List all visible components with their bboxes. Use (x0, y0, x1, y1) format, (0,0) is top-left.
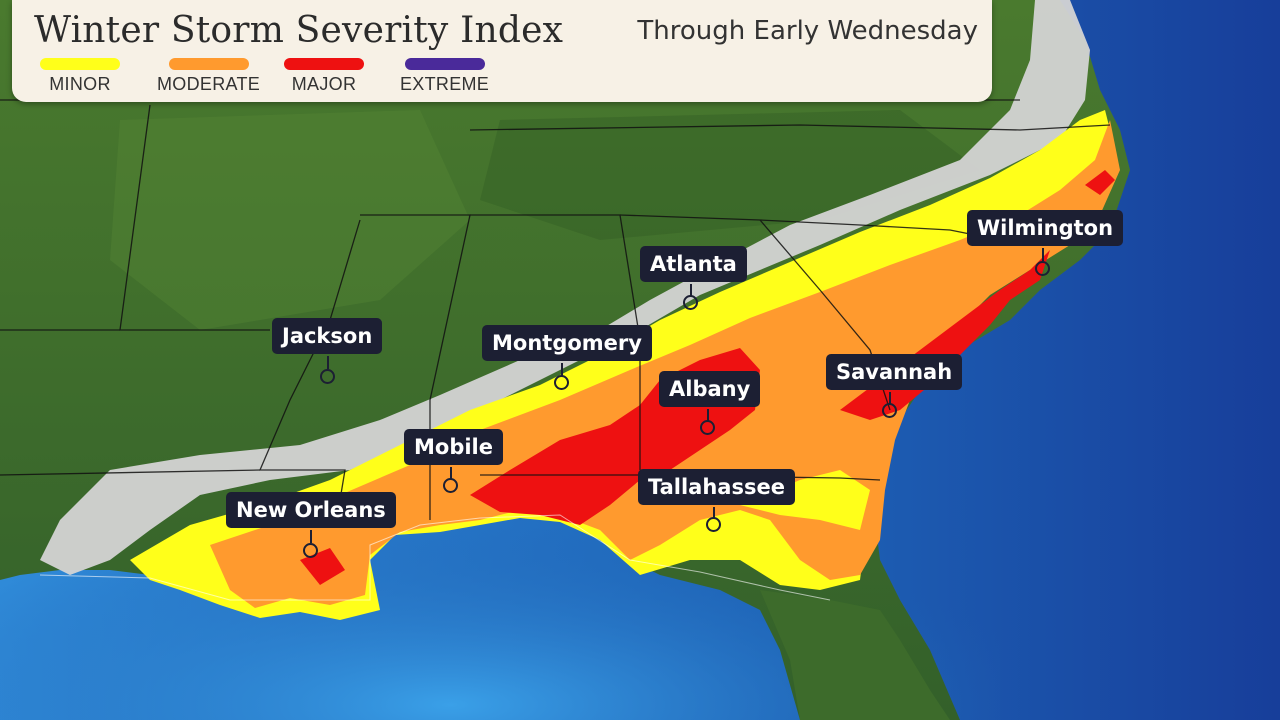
legend-label-minor: MINOR (49, 74, 111, 94)
city-marker-wilmington (1035, 261, 1050, 276)
city-stem-jackson (327, 356, 329, 369)
city-marker-montgomery (554, 375, 569, 390)
legend-label-moderate: MODERATE (157, 74, 261, 94)
header-panel: Winter Storm Severity Index Through Earl… (12, 0, 992, 102)
legend-label-extreme: EXTREME (400, 74, 490, 94)
city-marker-atlanta (683, 295, 698, 310)
city-label-atlanta: Atlanta (640, 246, 747, 282)
city-label-savannah: Savannah (826, 354, 963, 390)
legend-item-minor: MINOR (40, 58, 120, 95)
legend-item-moderate: MODERATE (157, 58, 260, 95)
city-marker-jackson (320, 369, 335, 384)
florida (760, 590, 950, 720)
legend-swatch-minor (40, 58, 120, 70)
coastline (39, 514, 831, 601)
map-subtitle: Through Early Wednesday (637, 16, 978, 46)
city-marker-albany (700, 420, 715, 435)
legend-swatch-moderate (168, 58, 249, 70)
city-stem-wilmington (1042, 248, 1044, 261)
city-marker-mobile (443, 478, 458, 493)
city-label-new-orleans: New Orleans (226, 492, 396, 528)
legend-item-major: MAJOR (284, 58, 364, 95)
city-label-albany: Albany (659, 371, 761, 407)
legend-item-extreme: EXTREME (400, 58, 489, 95)
map-title: Winter Storm Severity Index (34, 10, 564, 51)
city-label-jackson: Jackson (272, 318, 383, 354)
city-label-montgomery: Montgomery (482, 325, 652, 361)
city-stem-montgomery (561, 363, 563, 376)
major-area (1085, 170, 1115, 195)
city-stem-mobile (450, 467, 452, 479)
city-marker-tallahassee (706, 517, 721, 532)
city-label-wilmington: Wilmington (967, 210, 1124, 246)
city-label-mobile: Mobile (404, 429, 503, 465)
minor-area-inner (740, 470, 870, 530)
city-marker-new-orleans (303, 543, 318, 558)
moderate-area (210, 120, 1120, 608)
city-marker-savannah (882, 403, 897, 418)
snow-area (40, 0, 1090, 575)
city-stem-atlanta (690, 284, 692, 296)
legend-label-major: MAJOR (291, 74, 357, 94)
legend-swatch-extreme (404, 58, 485, 70)
land-texture (110, 110, 470, 330)
city-stem-tallahassee (713, 507, 715, 518)
city-stem-new-orleans (310, 530, 312, 543)
city-stem-savannah (889, 392, 891, 404)
legend-swatch-major (284, 58, 364, 70)
city-label-tallahassee: Tallahassee (638, 469, 795, 505)
city-stem-albany (707, 409, 709, 421)
